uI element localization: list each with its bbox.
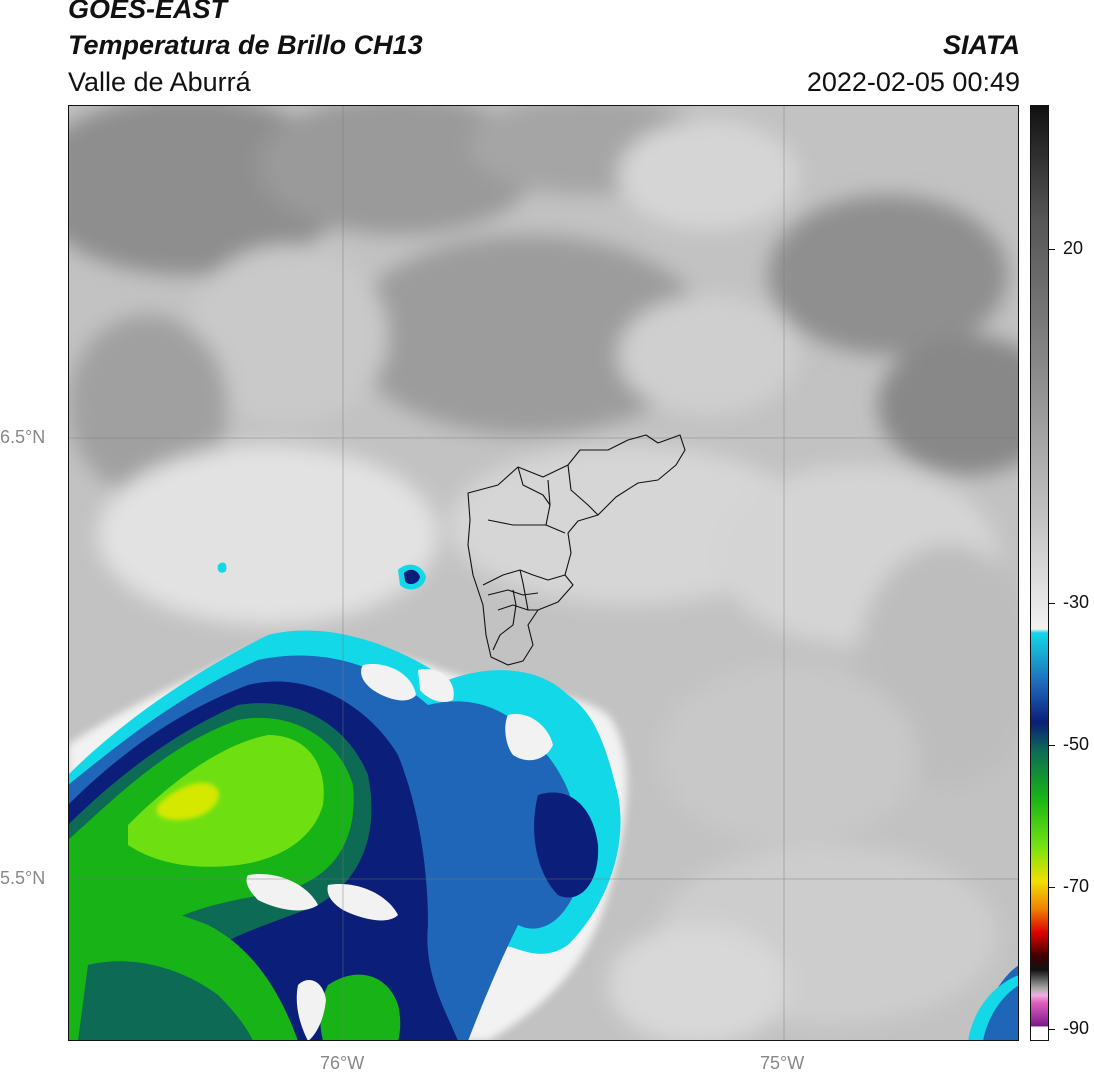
colorbar-tick: [1049, 1029, 1055, 1030]
satellite-map: [68, 105, 1019, 1041]
grid-lines: [68, 105, 1019, 1041]
title-product: Temperatura de Brillo CH13: [68, 30, 423, 60]
colorbar-label: -70: [1063, 876, 1090, 896]
lat-label-south: 5.5°N: [0, 868, 46, 888]
colorbar-tick: [1049, 603, 1055, 604]
organization-label: SIATA: [943, 30, 1020, 60]
map-frame: [68, 105, 1019, 1041]
lon-label-east: 75°W: [760, 1053, 805, 1073]
colorbar-label: -30: [1063, 592, 1090, 612]
cloud-texture: [68, 105, 1019, 1041]
title-region: Valle de Aburrá: [68, 67, 251, 97]
colorbar-gradient: [1031, 106, 1048, 1040]
colorbar-label: -90: [1063, 1018, 1090, 1038]
colorbar-label: -50: [1063, 734, 1090, 754]
timestamp-label: 2022-02-05 00:49: [806, 67, 1020, 97]
warm-gaps: [246, 664, 553, 1041]
colorbar-tick: [1049, 887, 1055, 888]
colorbar: [1030, 105, 1049, 1041]
colorbar-label: 20: [1063, 238, 1084, 258]
colorbar-tick: [1049, 249, 1055, 250]
municipality-boundaries: [467, 434, 686, 666]
title-satellite: GOES-EAST: [68, 0, 228, 24]
lon-label-west: 76°W: [320, 1053, 365, 1073]
lat-label-north: 6.5°N: [0, 427, 46, 447]
colorbar-tick: [1049, 745, 1055, 746]
cold-cloud-tops: [68, 562, 1019, 1041]
